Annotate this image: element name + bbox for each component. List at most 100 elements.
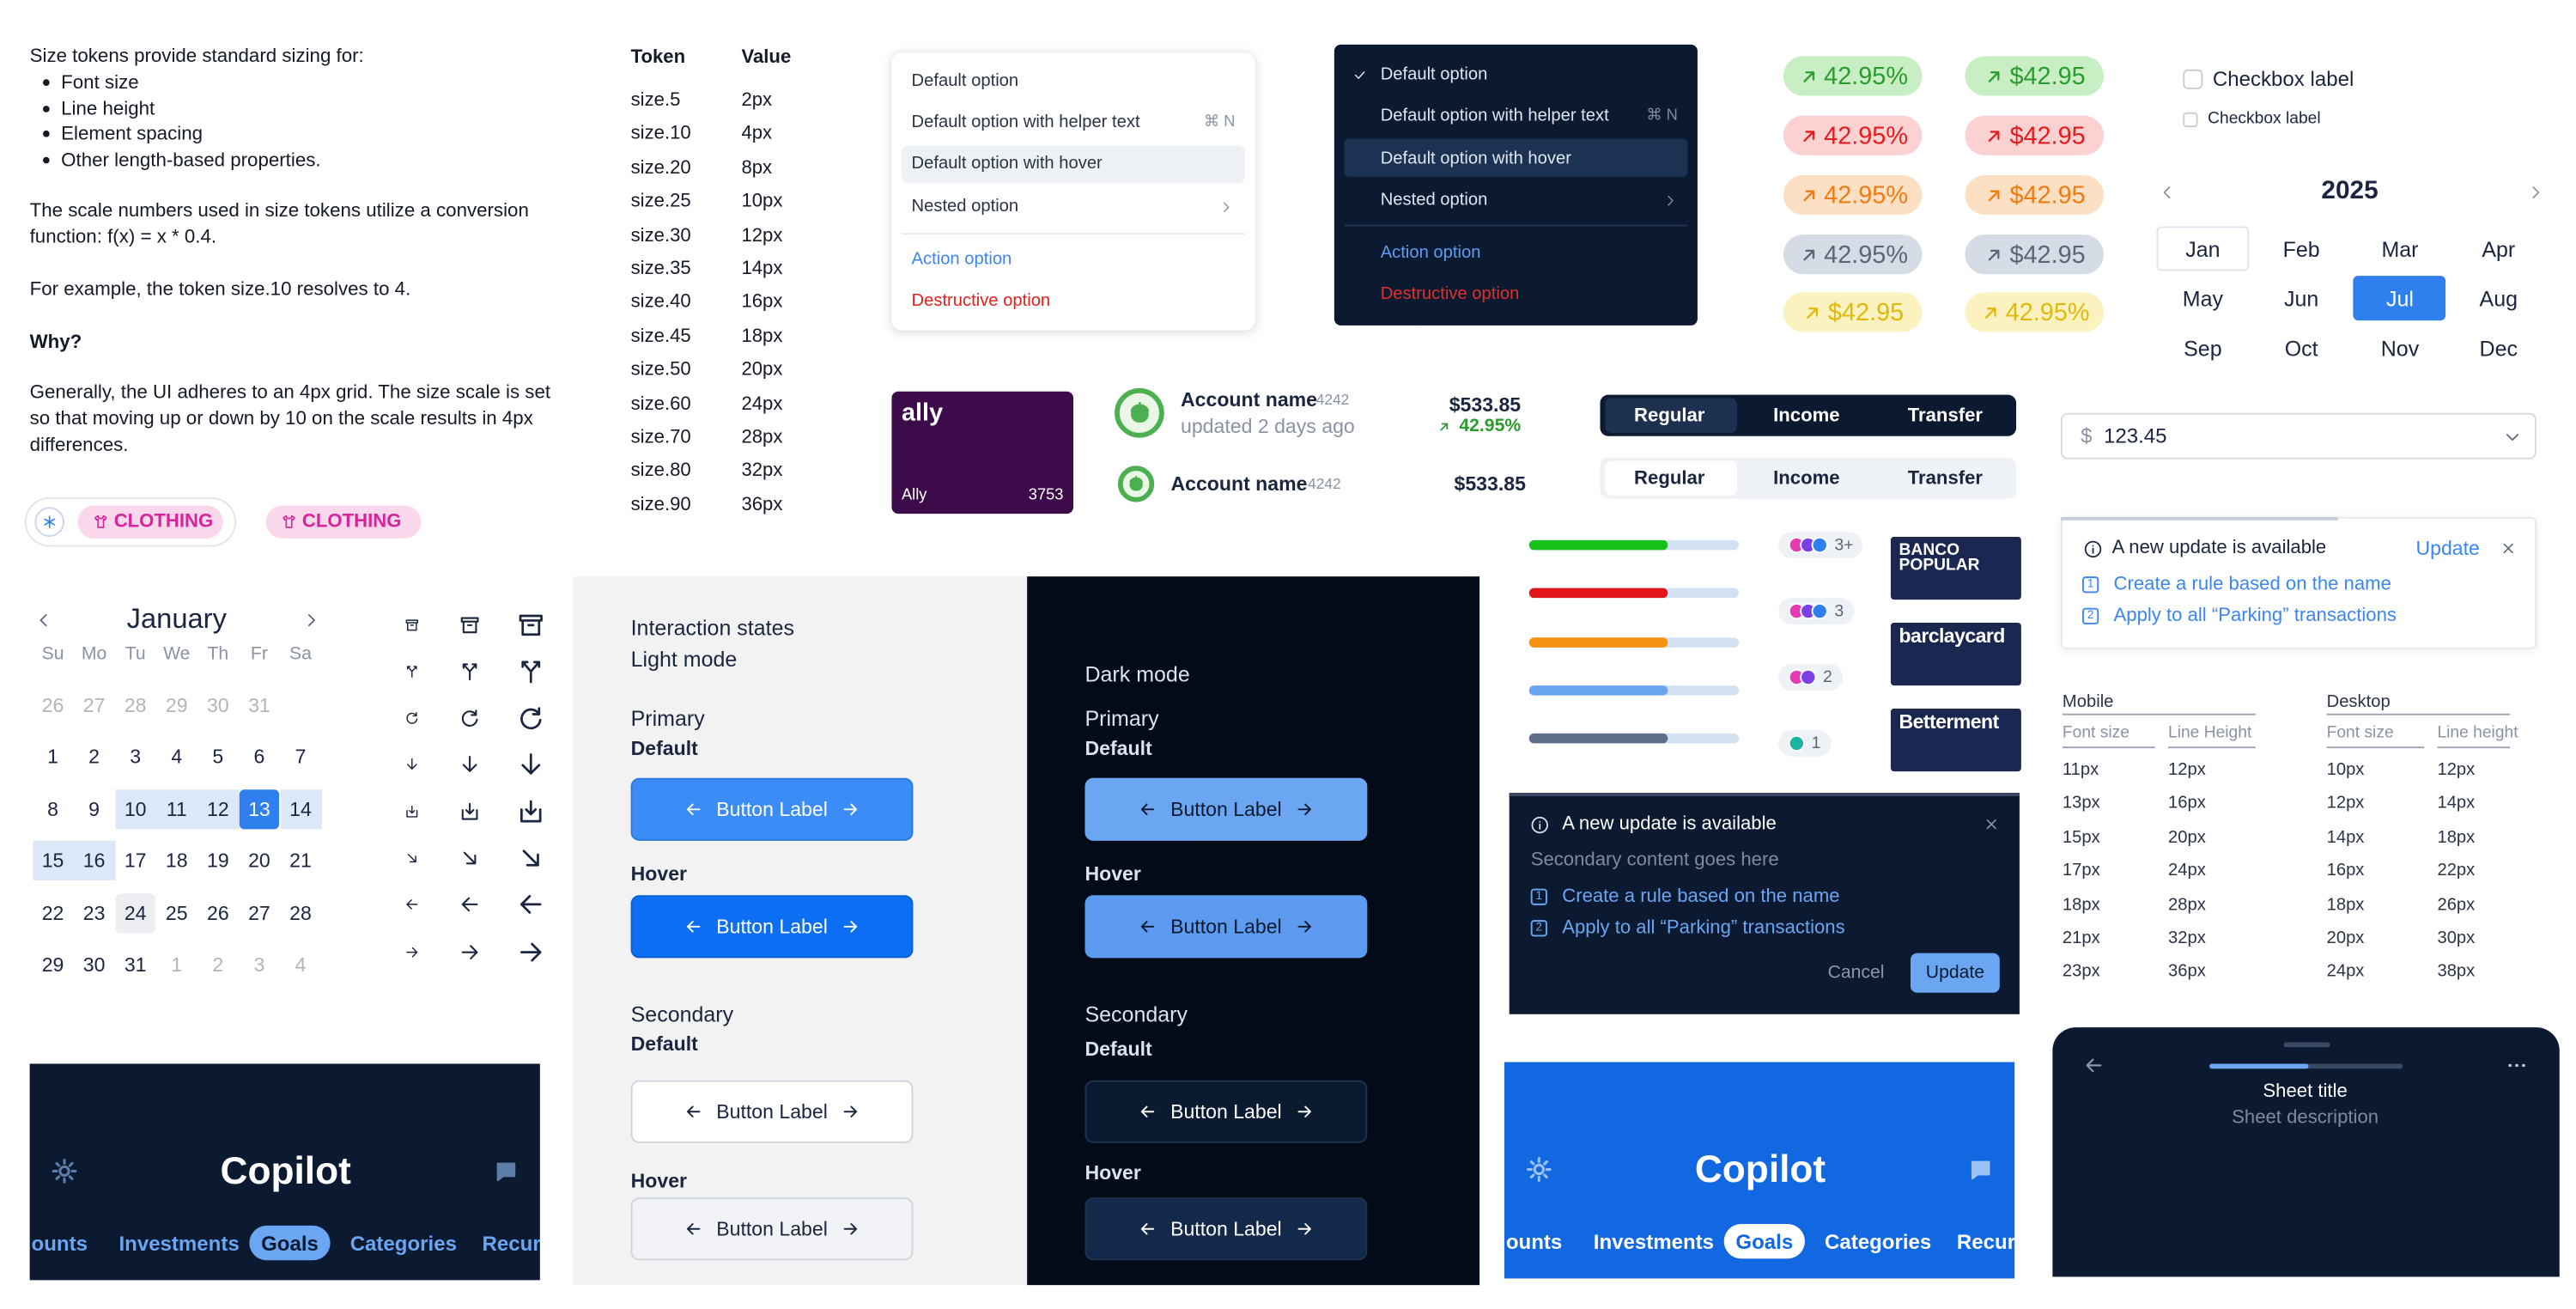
day[interactable]: 21 [289,849,312,873]
step-link[interactable]: Apply to all “Parking” transactions [1562,918,1845,939]
button[interactable]: Button Label [630,777,914,841]
day[interactable]: 30 [207,693,229,717]
day[interactable]: 31 [124,953,147,977]
menu[interactable] [891,52,1255,331]
day[interactable]: 4 [171,746,183,769]
day[interactable]: 13 [248,797,270,821]
menu[interactable] [1334,44,1698,326]
day[interactable]: 3 [130,746,142,769]
segment[interactable]: Income [1773,405,1840,426]
day[interactable]: 1 [47,746,58,769]
button[interactable]: Button Label [630,895,914,959]
day[interactable]: 3 [253,953,265,977]
menu-item[interactable]: Default option [1380,64,1488,85]
menu-item[interactable]: Destructive option [911,290,1051,311]
menu-item[interactable]: Default option with hover [1380,149,1571,169]
day[interactable]: 31 [248,693,270,717]
checkbox[interactable] [2183,69,2203,89]
checkbox[interactable] [2183,112,2198,128]
day[interactable]: 15 [41,849,64,873]
badge: 42.95% [1783,234,1923,275]
tab[interactable]: Recur [1956,1230,2015,1254]
day[interactable]: 27 [248,901,270,925]
menu-item[interactable]: Nested option [1380,190,1488,210]
day[interactable]: 28 [124,693,147,717]
range-cell [279,788,322,829]
button[interactable]: Button Label [1084,1197,1368,1261]
tab-active[interactable]: Goals [249,1225,331,1261]
step-link[interactable]: Create a rule based on the name [1562,886,1840,907]
day[interactable]: 18 [165,849,188,873]
day[interactable]: 2 [88,746,100,769]
tab[interactable]: ounts [1505,1230,1563,1254]
button[interactable]: Button Label [1084,1080,1368,1143]
day[interactable]: 7 [295,746,307,769]
day[interactable]: 14 [289,797,312,821]
day[interactable]: 27 [82,693,106,717]
icon [405,712,417,724]
day[interactable]: 26 [41,693,64,717]
menu-item[interactable]: Nested option [911,196,1019,216]
day[interactable]: 28 [289,901,312,925]
segment[interactable]: Regular [1634,468,1705,489]
menu-item[interactable]: Destructive option [1380,283,1520,304]
segment[interactable]: Income [1773,468,1840,489]
menu-item[interactable]: Action option [1380,242,1481,263]
day[interactable]: 11 [166,797,187,821]
day[interactable]: 4 [295,953,307,977]
settings-icon [52,1159,77,1184]
month-cell[interactable] [2156,226,2250,271]
cancel-button[interactable]: Cancel [1827,963,1885,983]
day[interactable]: 19 [207,849,229,873]
day[interactable]: 17 [124,849,147,873]
menu-item[interactable]: Default option with helper text [911,112,1140,132]
update-button[interactable] [1911,953,2000,993]
tab[interactable]: Investments [1593,1230,1715,1254]
day[interactable]: 12 [207,797,229,821]
segment-selected[interactable] [1605,398,1738,433]
tab[interactable]: Categories [349,1232,457,1256]
menu-item[interactable]: Default option with hover [911,153,1103,174]
day[interactable]: 2 [212,953,224,977]
day[interactable]: 25 [165,901,188,925]
day[interactable]: 23 [82,901,106,925]
table-cell: size.20 [630,158,691,179]
step-link[interactable]: Apply to all “Parking” transactions [2113,606,2397,626]
menu-item[interactable]: Default option [911,70,1019,91]
button[interactable]: Button Label [630,1080,914,1143]
tab-active[interactable]: Goals [1723,1224,1805,1259]
menu-item[interactable]: Default option with helper text [1380,106,1609,126]
button[interactable]: Button Label [1084,777,1368,841]
rule [2326,713,2511,715]
segment[interactable]: Transfer [1907,468,1984,489]
day[interactable]: 29 [165,693,188,717]
tab[interactable]: Investments [118,1232,240,1256]
day[interactable]: 8 [47,797,58,821]
day[interactable]: 26 [207,901,229,925]
button[interactable]: Button Label [1084,895,1368,959]
day[interactable]: 6 [253,746,265,769]
day[interactable]: 24 [124,901,147,925]
day[interactable]: 20 [248,849,270,873]
tab[interactable]: Recur [482,1232,540,1256]
day[interactable]: 1 [171,953,183,977]
step-link[interactable]: Create a rule based on the name [2113,575,2391,595]
tab[interactable]: ounts [31,1232,88,1256]
segment-selected[interactable] [1605,460,1738,496]
table-cell: size.90 [630,495,691,515]
tab[interactable]: Categories [1825,1230,1932,1254]
day[interactable]: 16 [82,849,106,873]
day[interactable]: 5 [212,746,224,769]
button[interactable]: Button Label [630,1197,914,1261]
notification-action[interactable]: Update [2415,537,2480,560]
segment[interactable]: Regular [1634,405,1705,426]
day[interactable]: 22 [41,901,64,925]
day[interactable]: 29 [41,953,64,977]
day[interactable]: 30 [82,953,106,977]
day[interactable]: 9 [88,797,100,821]
day[interactable]: 10 [124,797,147,821]
segment[interactable]: Transfer [1907,405,1984,426]
select[interactable] [2061,412,2537,460]
month-cell[interactable] [2354,276,2446,321]
menu-item[interactable]: Action option [911,249,1012,270]
